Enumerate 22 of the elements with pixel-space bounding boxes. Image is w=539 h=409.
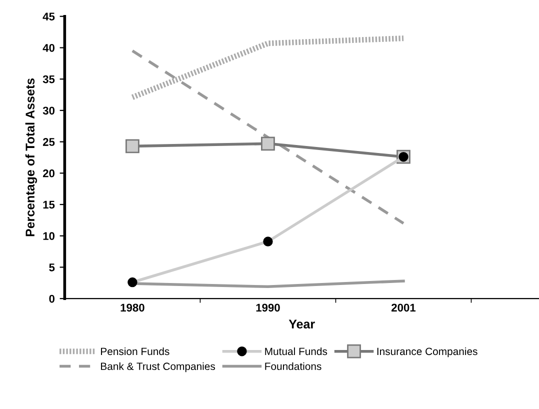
point xyxy=(261,136,275,151)
y-tick-label: 40 xyxy=(42,44,55,52)
y-tick-label: 45 xyxy=(42,12,55,20)
legend-label: Foundations xyxy=(265,362,322,370)
y-tick-label: 25 xyxy=(42,138,55,146)
legend-label: Pension Funds xyxy=(101,347,170,356)
legend-label: Mutual Funds xyxy=(265,347,328,356)
y-tick-label: 20 xyxy=(42,169,55,178)
y-tick-label: 35 xyxy=(42,75,55,84)
legend-label: Insurance Companies xyxy=(377,347,478,358)
x-axis-title: Year xyxy=(288,320,315,329)
y-tick-label: 0 xyxy=(49,294,55,303)
x-tick-label: 1990 xyxy=(256,304,280,312)
x-tick-label: 2001 xyxy=(392,304,416,312)
y-tick-label: 15 xyxy=(43,200,55,209)
y-tick-label: 5 xyxy=(49,264,55,272)
point xyxy=(125,139,140,154)
x-tick-label: 1980 xyxy=(120,304,144,312)
legend-label: Bank & Trust Companies xyxy=(101,362,216,372)
y-tick-label: 30 xyxy=(42,106,55,115)
y-tick-label: 10 xyxy=(43,232,55,240)
y-axis-title: Percentage of Total Assets xyxy=(25,78,38,236)
